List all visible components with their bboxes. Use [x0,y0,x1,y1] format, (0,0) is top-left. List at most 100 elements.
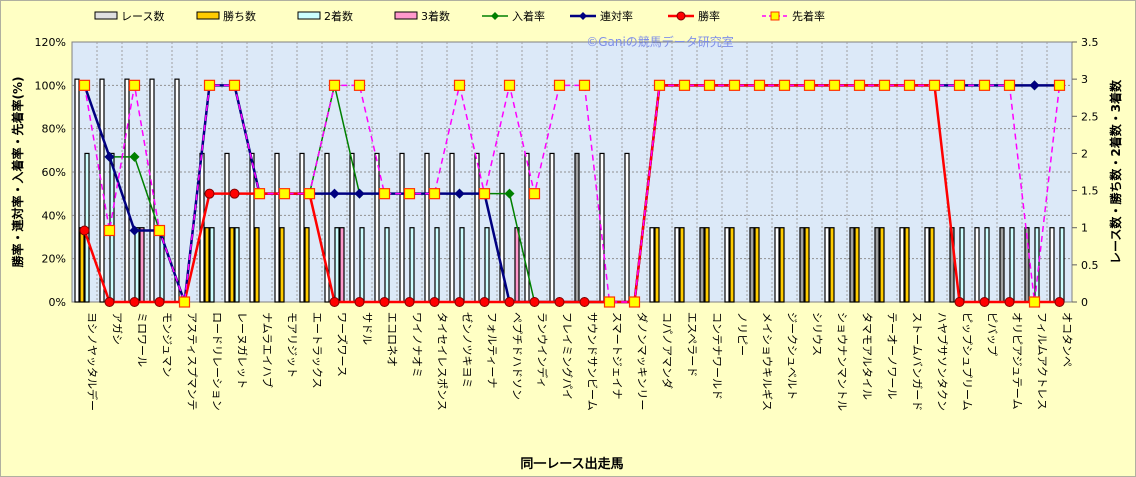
bar-races [74,78,80,303]
bar-races [999,227,1005,303]
y-tick-left: 100% [35,79,66,92]
x-tick-label: ゼンノツキヨミ [461,312,474,388]
sentyaku-rate-point [278,188,291,200]
sentyaku-rate-point [1003,79,1016,91]
bar-wins [929,227,935,303]
bar-wins [754,227,760,303]
win-rate-point [979,297,990,307]
x-tick-label: ワーズワース [336,312,350,377]
x-tick-label: ワイノナオミ [411,312,424,378]
bar-races [749,227,755,303]
win-rate-point [554,297,565,307]
x-tick-label: テーオーノワール [886,312,899,399]
y-tick-left: 60% [42,166,66,179]
bar-wins [904,227,910,303]
rentai-rate-point [104,151,115,162]
x-tick-label: レーヌガレット [236,312,249,389]
win-rate-point [1004,297,1015,307]
sentyaku-rate-point [78,79,91,91]
y-axis-right-label: レース数・勝ち数・2着数・3着数 [1108,79,1123,264]
x-tick-label: ランウインディ [536,312,550,388]
bar-races [724,227,730,303]
sentyaku-rate-point [503,79,516,91]
win-rate-point [479,297,490,307]
x-tick-label: ペプチドハドソン [511,312,524,400]
bar-races [699,227,705,303]
axes: 0% 20% 40% 60% 80% 100% 120% 0 0.5 1 1.5 2 2.5 3 3.5 ヨシ… [35,36,1099,411]
bar-third [514,227,520,303]
bar-second [434,227,440,303]
win-rate-point [204,188,215,199]
sentyaku-rate-point [103,224,116,237]
y-axis-left-label: 勝率・連対率・入着率・先着率(%) [10,77,25,268]
bar-wins [79,227,85,303]
legend-label: 勝ち数 [223,9,256,23]
sentyaku-rate-point [528,188,541,200]
sentyaku-rate-point [403,188,416,200]
y-tick-left: 40% [42,209,66,222]
sentyaku-rate-point [728,79,741,91]
bar-wins [679,227,685,303]
x-tick-label: モンジュマン [161,312,174,377]
bar-races [174,78,180,303]
win-rate-point [229,188,240,199]
sentyaku-rate-point [678,79,691,91]
win-rate-point [579,297,590,307]
sentyaku-rate-point [378,188,391,200]
y-tick-right: 2 [1081,147,1088,160]
x-tick-label: タマモアルタイル [861,312,874,400]
sentyaku-rate-point [328,79,341,91]
x-tick-label: ノリピー [736,312,749,356]
bar-second [359,227,365,303]
bar-wins [654,227,660,303]
bar-second [459,227,465,303]
x-tick-label: フレイミングパイ [561,312,575,400]
x-tick-label: コパノアマンダ [661,312,675,389]
sentyaku-rate-point [628,296,641,308]
bar-wins [254,227,260,303]
bar-races [549,152,555,303]
x-tick-label: エコロネオ [386,312,399,367]
bar-races [899,227,905,303]
x-tick-label: エートラックス [311,312,324,389]
bar-races [674,227,680,303]
win-rate-point [429,297,440,307]
bar-races [424,152,430,303]
sentyaku-rate-point [828,79,841,91]
sentyaku-rate-point [303,188,316,200]
x-tick-label: メイショウキルギス [761,312,774,411]
sentyaku-rate-point [578,79,591,91]
x-tick-label: タイセイレスポンス [436,312,449,411]
x-tick-label: コンテナワールド [711,312,724,400]
sentyaku-rate-point [878,79,891,91]
rentai-rate-point [454,188,465,199]
bar-races [774,227,780,303]
sentyaku-rate-point [953,79,966,91]
legend: レース数 勝ち数 2着数 3着数 入着率 連対率 勝率 先着率 [94,9,825,23]
win-rate-point [1054,297,1065,307]
win-rate-point [104,297,115,307]
bar-races [249,152,255,303]
x-tick-label: ミロワール [136,312,149,367]
x-tick-label: フォルティーナ [486,312,499,388]
sentyaku-rate-point [703,79,716,91]
rentai-rate-point [129,225,140,236]
legend-label: 3着数 [421,9,450,23]
bar-wins [854,227,860,303]
bar-wins [229,227,235,303]
win-rate-line [83,84,1060,304]
x-tick-label: アガシ [111,312,124,345]
bar-races [274,152,280,303]
bar-second [484,227,490,303]
y-tick-right: 0.5 [1081,259,1099,272]
rentai-rate-point [1029,80,1040,91]
bar-wins [804,227,810,303]
legend-label: 入着率 [512,9,545,23]
bar-races [299,152,305,303]
y-tick-left: 120% [35,36,66,49]
sentyaku-rate-point [803,79,816,91]
bar-races [349,152,355,303]
y-tick-right: 3 [1081,73,1088,86]
bar-races [924,227,930,303]
y-tick-right: 0 [1081,296,1088,309]
